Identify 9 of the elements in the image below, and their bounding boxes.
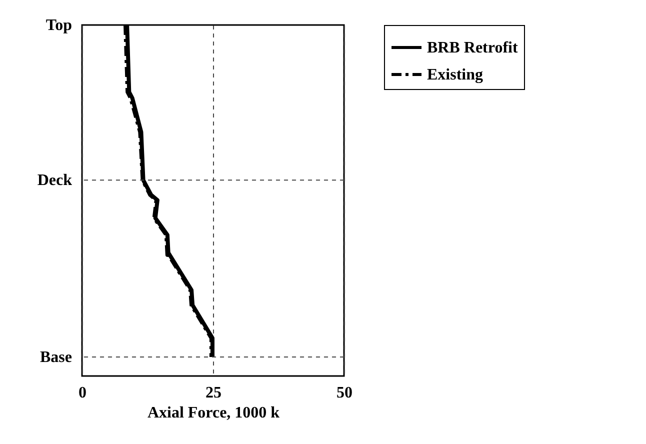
legend-label: BRB Retrofit bbox=[427, 40, 518, 56]
legend-label: Existing bbox=[427, 66, 484, 84]
text: Top bbox=[46, 17, 72, 34]
ref-line-label: Base bbox=[40, 349, 72, 366]
ref-line-label: Deck bbox=[37, 172, 72, 190]
x-axis-title: Axial Force, 1000 k bbox=[147, 404, 280, 422]
x-tick-label: 25 bbox=[206, 384, 222, 402]
x-tick-label: 50 bbox=[336, 384, 352, 402]
x-tick-label: 0 bbox=[78, 384, 86, 402]
